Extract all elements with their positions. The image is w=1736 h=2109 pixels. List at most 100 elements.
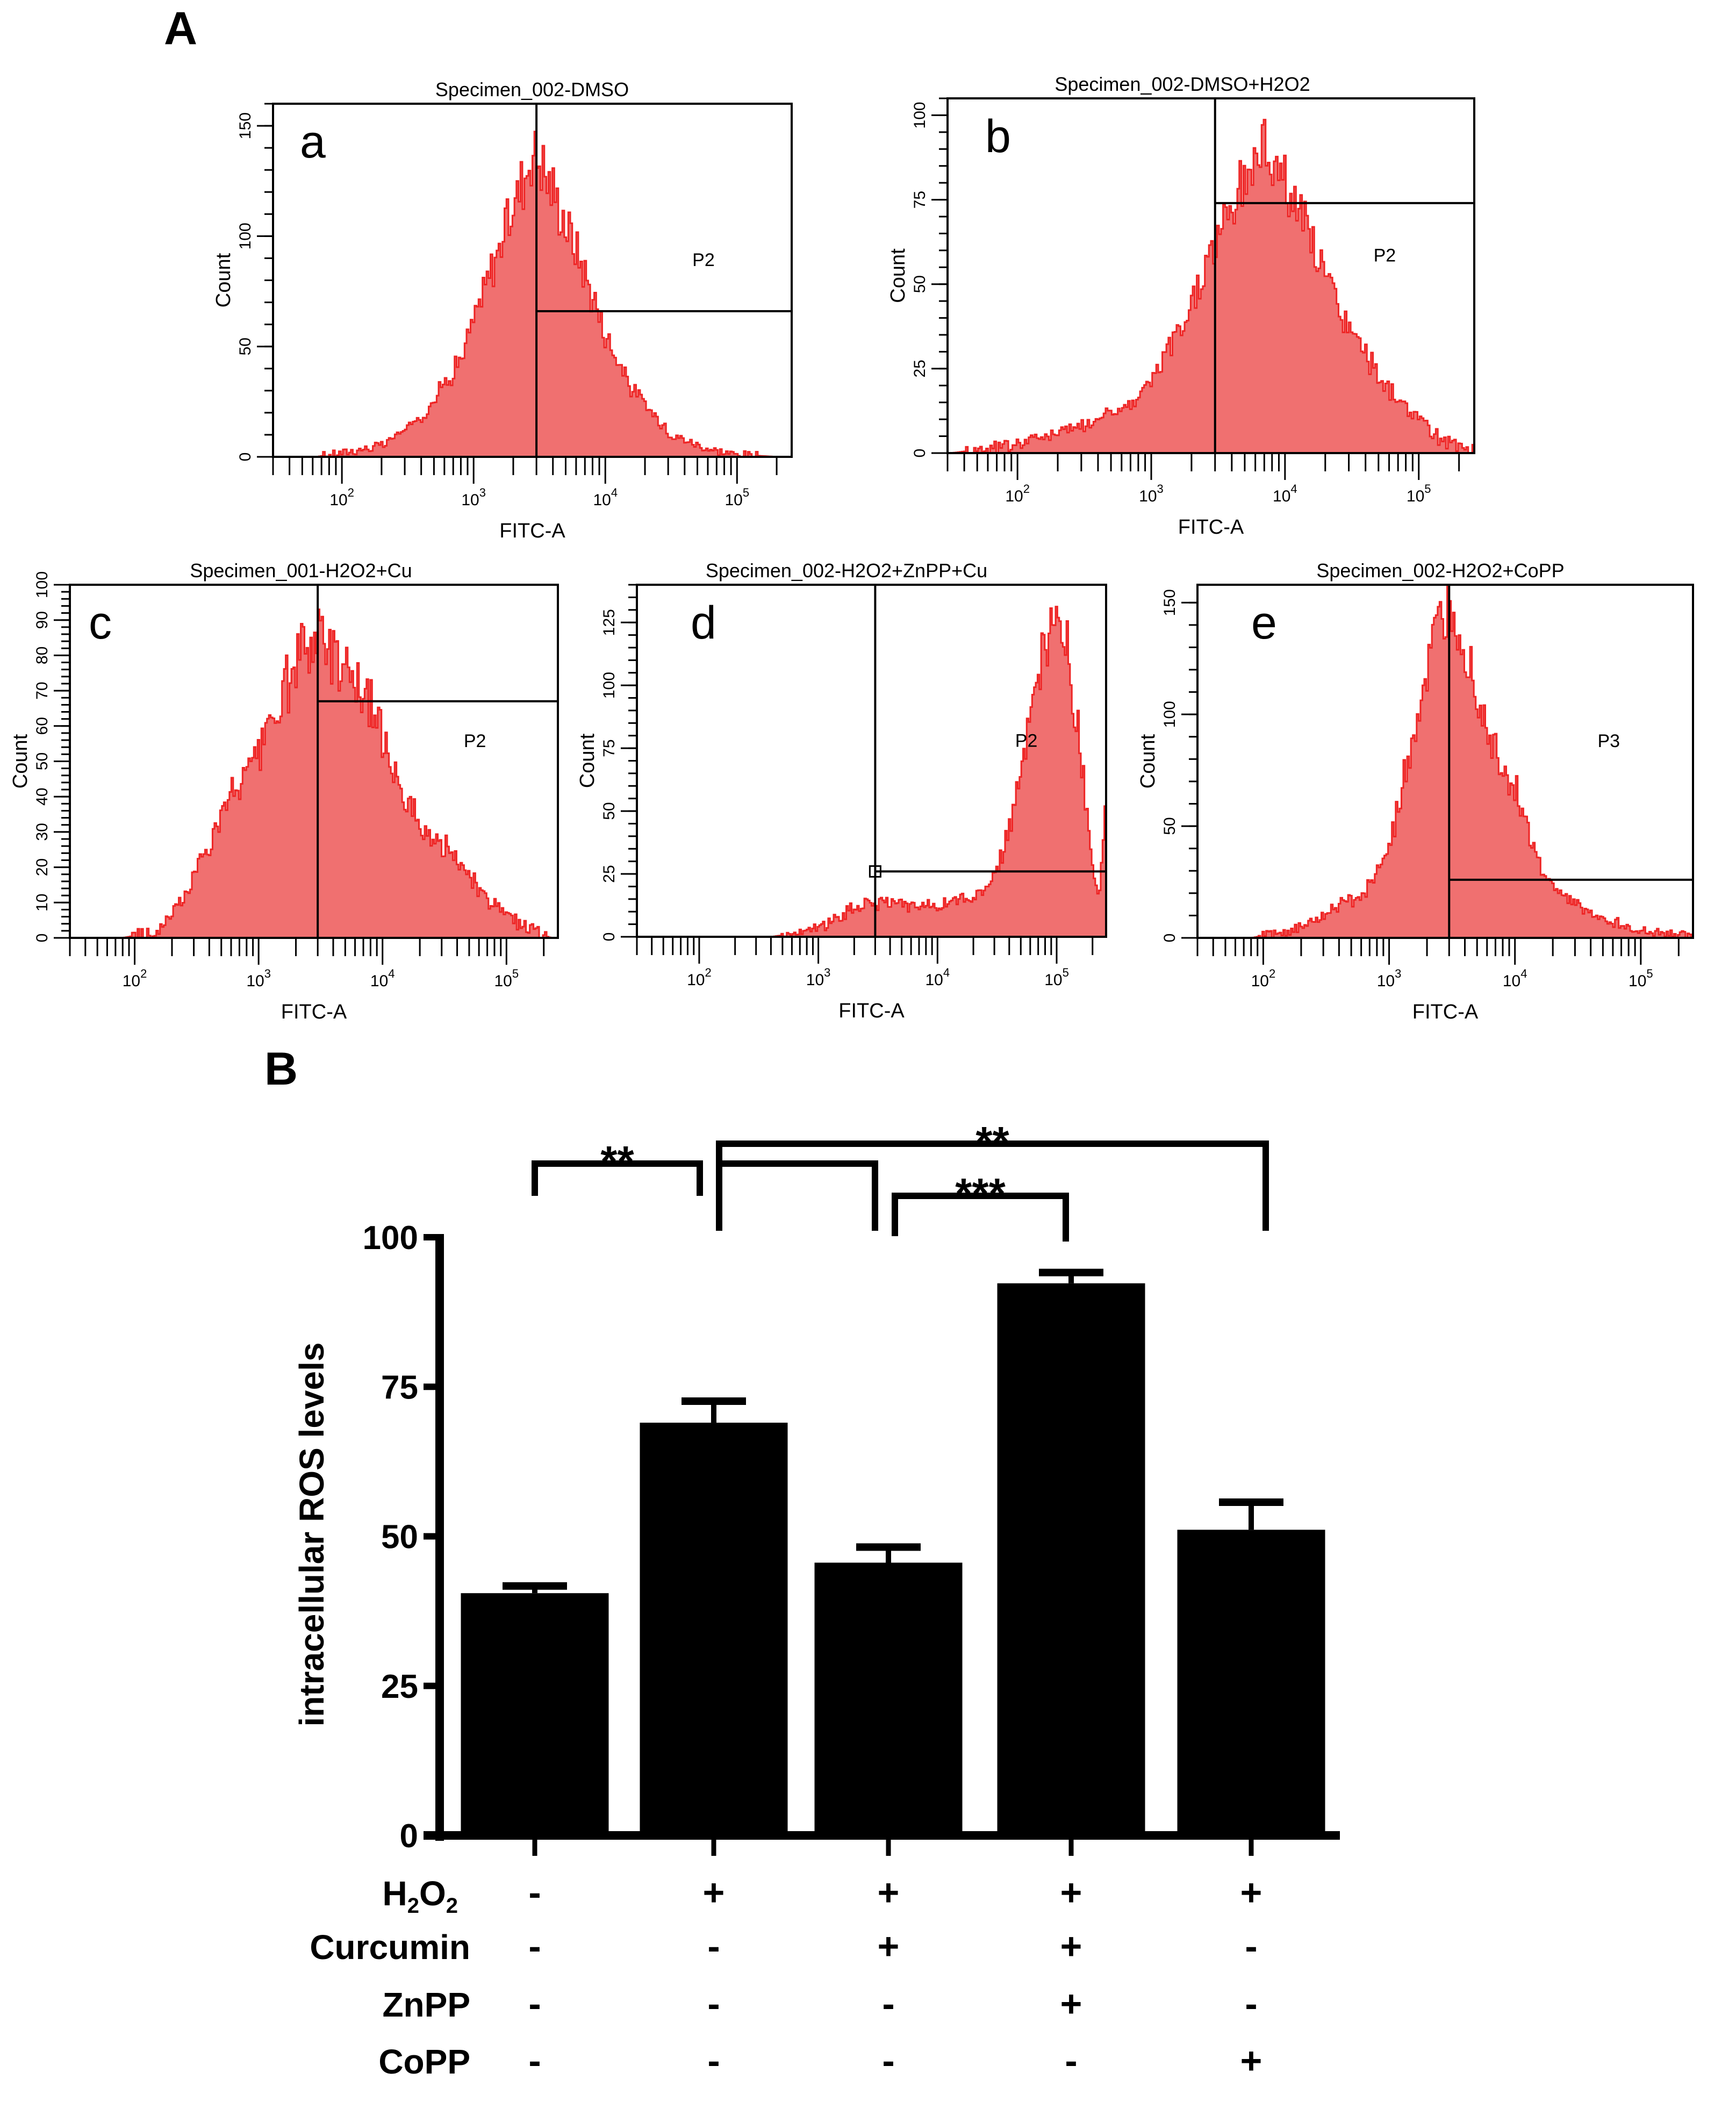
y-tick-label-a: 100 — [236, 223, 254, 249]
bar-4 — [1177, 1530, 1325, 1835]
y-axis-label: intracellular ROS levels — [292, 1343, 331, 1727]
x-axis-label-c: FITC-A — [281, 1001, 347, 1023]
x-axis-label-d: FITC-A — [838, 1000, 905, 1022]
histogram-area-d — [637, 606, 1107, 938]
row-label-h2o2: H2O2 — [383, 1874, 458, 1918]
bar-2 — [814, 1562, 963, 1835]
panel-letter-b: b — [985, 111, 1011, 162]
minus-sign: - — [1065, 2040, 1077, 2082]
x-tick-base: 10 — [1273, 487, 1290, 505]
x-tick-base: 10 — [1377, 972, 1395, 990]
x-tick-base: 10 — [806, 971, 824, 989]
plus-sign: + — [1060, 1925, 1082, 1967]
x-axis-label-b: FITC-A — [1178, 516, 1244, 539]
x-tick-exponent: 2 — [1023, 482, 1030, 496]
x-tick-base: 10 — [1005, 487, 1023, 505]
panel-letter-a: a — [300, 116, 326, 168]
y-tick-label-d: 25 — [600, 865, 618, 883]
y-tick-label: 50 — [381, 1519, 418, 1556]
x-tick-base: 10 — [1629, 972, 1646, 990]
plus-sign: + — [1060, 1871, 1082, 1913]
x-tick-label-a: 105 — [724, 486, 749, 509]
gate-label-e: P3 — [1597, 731, 1620, 751]
minus-sign: - — [1245, 1925, 1257, 1967]
y-axis-label-b: Count — [887, 248, 909, 303]
y-tick-label-b: 0 — [911, 449, 929, 458]
significance-bracket-1 — [716, 1160, 878, 1231]
x-tick-base: 10 — [593, 491, 611, 509]
treatment-row-0: H2O2- + + + + — [383, 1871, 1262, 1918]
x-tick-exponent: 5 — [1424, 482, 1431, 496]
minus-sign: - — [882, 2040, 894, 2082]
x-tick-base: 10 — [724, 491, 742, 509]
plot-title-c: Specimen_001-H2O2+Cu — [190, 559, 412, 582]
minus-sign: - — [707, 1983, 720, 2025]
y-tick-label-c: 90 — [33, 611, 51, 629]
treatment-row-2: ZnPP - - - + - — [382, 1983, 1257, 2025]
x-tick-label-b: 105 — [1407, 482, 1431, 505]
y-tick-label-d: 75 — [600, 739, 618, 757]
row-label: Curcumin — [310, 1928, 470, 1967]
minus-sign: - — [707, 2040, 720, 2082]
minus-sign: - — [882, 1983, 894, 2025]
plus-sign: + — [878, 1925, 900, 1967]
x-tick-base: 10 — [925, 971, 943, 989]
histogram-panel-b: P2Specimen_002-DMSO+H2O2b0255075100Count… — [887, 73, 1475, 539]
y-tick-label-d: 0 — [600, 932, 618, 942]
plot-title-e: Specimen_002-H2O2+CoPP — [1316, 559, 1564, 582]
x-tick-base: 10 — [687, 971, 705, 989]
y-tick-label-e: 100 — [1161, 701, 1179, 728]
minus-sign: - — [528, 1871, 541, 1913]
x-tick-base: 10 — [370, 972, 388, 990]
histogram-area-a — [273, 131, 792, 458]
x-tick-label-a: 102 — [329, 486, 354, 509]
plus-sign: + — [878, 1871, 900, 1913]
x-tick-label-e: 102 — [1251, 967, 1276, 990]
x-tick-exponent: 5 — [512, 967, 519, 980]
x-tick-exponent: 4 — [1520, 967, 1527, 980]
y-tick-label: 0 — [400, 1818, 418, 1855]
y-tick-label-c: 70 — [33, 682, 51, 699]
y-tick-label-d: 100 — [600, 672, 618, 699]
y-tick-label-c: 50 — [33, 752, 51, 770]
y-tick-label-b: 50 — [911, 275, 929, 293]
x-tick-label-d: 105 — [1044, 966, 1069, 989]
x-tick-exponent: 4 — [943, 966, 950, 979]
y-tick-label-e: 50 — [1161, 817, 1179, 835]
y-tick-label-c: 80 — [33, 647, 51, 664]
plus-sign: + — [1060, 1983, 1082, 2025]
treatment-row-1: Curcumin - - + + - — [310, 1925, 1257, 1967]
x-tick-label-b: 102 — [1005, 482, 1030, 505]
bracket-line — [716, 1140, 1269, 1231]
x-tick-label-c: 102 — [123, 967, 147, 990]
x-tick-exponent: 3 — [1157, 482, 1164, 496]
x-tick-exponent: 3 — [479, 486, 486, 499]
histogram-panel-c: P2 Specimen_001-H2O2+Cuc 0 10 20 30 40 50 60 70 80… — [9, 559, 559, 1023]
x-tick-base: 10 — [329, 491, 347, 509]
gate-label-c: P2 — [464, 731, 486, 751]
y-tick-label-a: 50 — [236, 338, 254, 355]
gate-handle-d — [869, 865, 881, 878]
y-tick-label-c: 20 — [33, 858, 51, 876]
y-axis-label-c: Count — [9, 734, 32, 788]
y-axis-label-a: Count — [212, 253, 235, 307]
y-tick-label-a: 150 — [236, 112, 254, 139]
x-tick-label-d: 103 — [806, 966, 831, 989]
y-axis-label-e: Count — [1137, 734, 1159, 788]
minus-sign: - — [528, 2040, 541, 2082]
bracket-line — [892, 1193, 1069, 1242]
x-tick-exponent: 4 — [388, 967, 394, 980]
y-tick-label-d: 125 — [600, 609, 618, 636]
y-tick-label: 25 — [381, 1668, 418, 1705]
panel-letter-d: d — [691, 597, 716, 649]
y-tick-label-b: 25 — [911, 360, 929, 377]
x-tick-exponent: 2 — [1269, 967, 1275, 980]
plus-sign: + — [703, 1871, 725, 1913]
plot-frame-b — [946, 97, 1475, 454]
gate-label-d: P2 — [1015, 730, 1038, 751]
bar-3 — [997, 1283, 1145, 1835]
